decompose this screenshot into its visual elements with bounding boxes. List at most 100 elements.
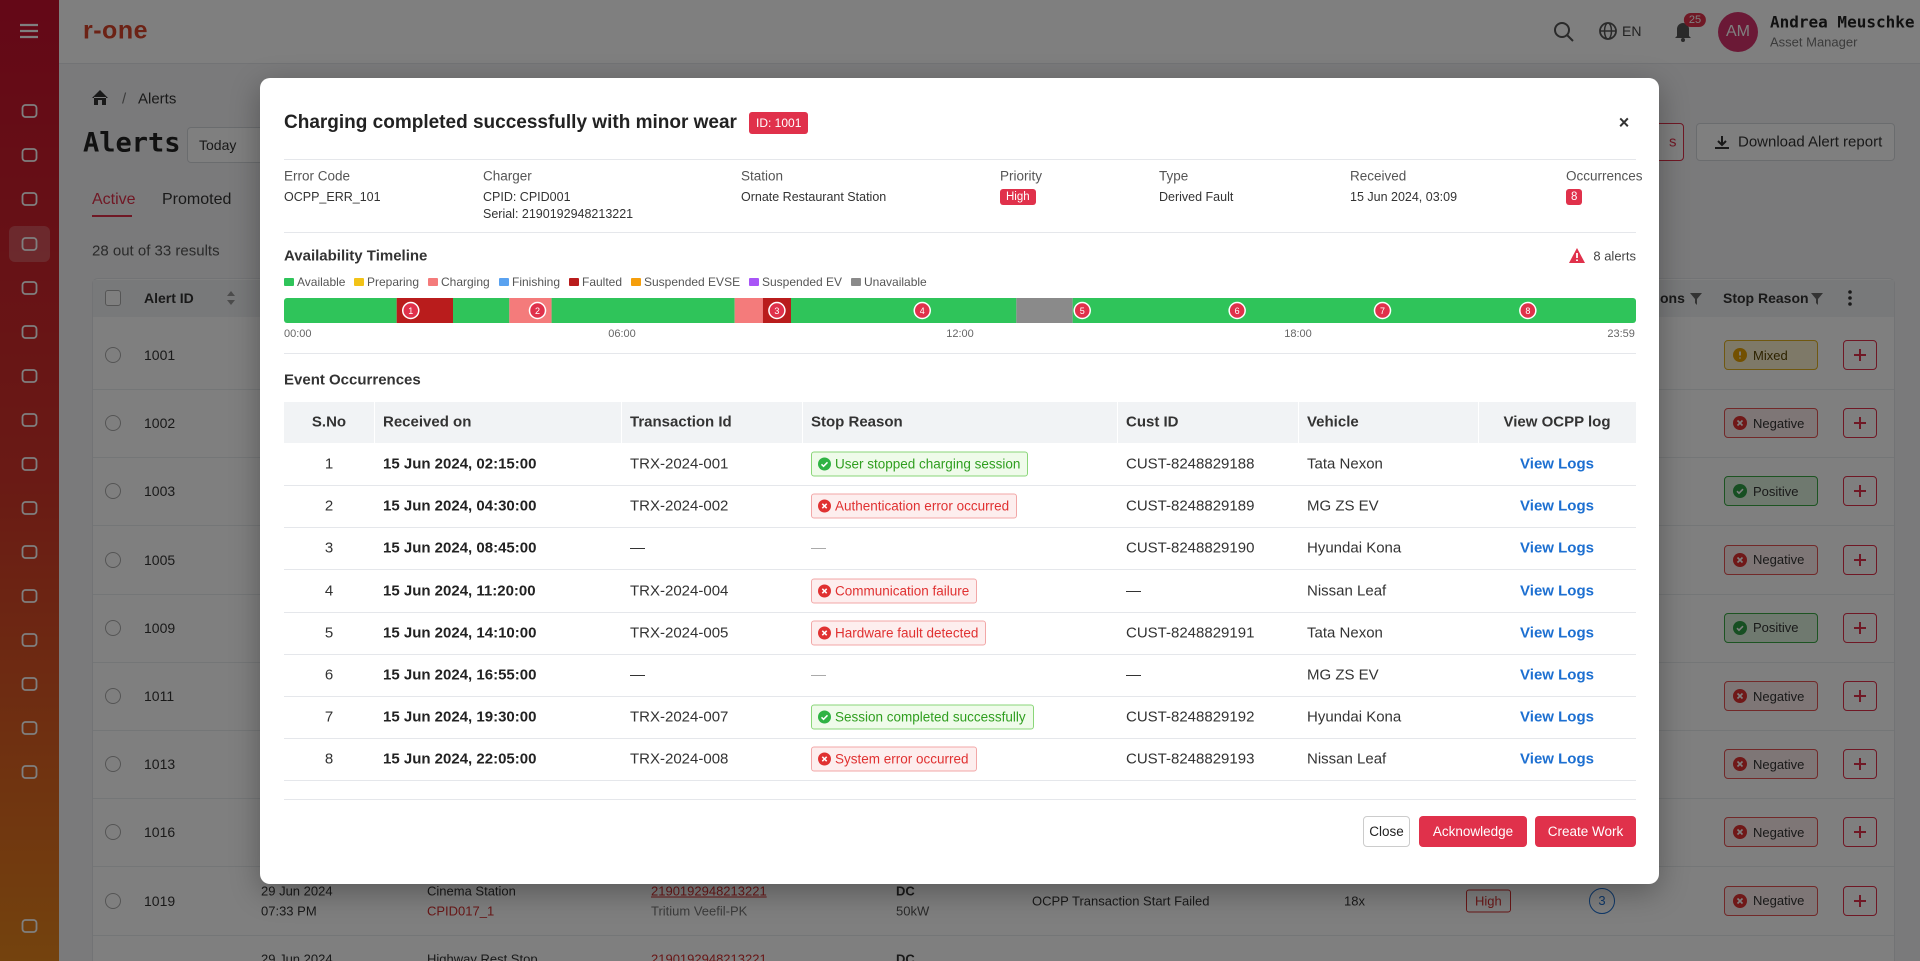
- vehicle: Hyundai Kona: [1307, 539, 1402, 557]
- stop-reason-empty: —: [811, 539, 826, 557]
- timeline: 1 2 3 4 5 6 7 8 00:00 06:00 12:00 18:00 23:59: [284, 298, 1636, 340]
- cust-id: CUST-8248829192: [1126, 708, 1255, 726]
- timeline-bar: [284, 298, 1636, 323]
- legend-swatch: [569, 278, 579, 286]
- cust-id: CUST-8248829189: [1126, 497, 1255, 515]
- transaction-id: TRX-2024-001: [630, 455, 729, 473]
- status-icon: [818, 626, 831, 640]
- column-divider: [802, 402, 803, 443]
- view-logs-link[interactable]: View Logs: [1520, 455, 1594, 473]
- id-badge: ID: 1001: [749, 112, 809, 134]
- events-header: [284, 402, 1636, 443]
- legend-label: Preparing: [367, 275, 420, 289]
- legend-swatch: [354, 278, 364, 286]
- vehicle: MG ZS EV: [1307, 497, 1379, 515]
- column-divider: [1298, 402, 1299, 443]
- sno: 1: [324, 455, 334, 473]
- timeline-segment: [284, 298, 397, 323]
- stop-reason-text: User stopped charging session: [835, 456, 1021, 472]
- events-header-cell: Transaction Id: [630, 413, 732, 431]
- create-work-button[interactable]: Create Work: [1535, 816, 1636, 847]
- timeline-marker: [1373, 301, 1392, 320]
- tick-label: 06:00: [608, 328, 636, 340]
- field-label: Station: [741, 168, 784, 184]
- legend-label: Unavailable: [864, 275, 927, 289]
- sno: 2: [324, 497, 334, 515]
- timeline-segment: [1072, 298, 1636, 323]
- received-on: 15 Jun 2024, 22:05:00: [383, 750, 537, 768]
- marker-label: 4: [920, 306, 925, 316]
- sno: 5: [324, 624, 334, 642]
- view-logs-link[interactable]: View Logs: [1520, 539, 1594, 557]
- legend-label: Suspended EVSE: [644, 275, 741, 289]
- events-header-cell: Vehicle: [1307, 413, 1359, 431]
- vehicle: MG ZS EV: [1307, 666, 1379, 684]
- cust-id: CUST-8248829188: [1126, 455, 1255, 473]
- marker-label: 7: [1380, 306, 1385, 316]
- close-icon[interactable]: ×: [1618, 112, 1630, 133]
- events-header-cell: Received on: [383, 413, 472, 431]
- divider: [284, 799, 1636, 800]
- transaction-id: —: [630, 666, 645, 684]
- modal: Charging completed successfully with min…: [260, 78, 1659, 884]
- divider: [284, 159, 1636, 160]
- transaction-id: TRX-2024-005: [630, 624, 729, 642]
- field-label: Error Code: [284, 168, 351, 184]
- timeline-segment: [551, 298, 735, 323]
- timeline-segment: [734, 298, 763, 323]
- timeline-marker: [1519, 301, 1537, 320]
- acknowledge-button[interactable]: Acknowledge: [1419, 816, 1527, 847]
- vehicle: Tata Nexon: [1307, 455, 1383, 473]
- warning-icon: [1569, 248, 1585, 263]
- status-icon: [818, 584, 831, 598]
- timeline-segment: [791, 298, 1017, 323]
- field-value: Ornate Restaurant Station: [741, 190, 887, 204]
- modal-title: Charging completed successfully with min…: [284, 112, 737, 133]
- view-logs-link[interactable]: View Logs: [1520, 708, 1594, 726]
- stop-reason-text: Session completed successfully: [835, 709, 1026, 725]
- received-on: 15 Jun 2024, 14:10:00: [383, 624, 537, 642]
- view-logs-link[interactable]: View Logs: [1520, 750, 1594, 768]
- alerts-count: 8 alerts: [1593, 248, 1636, 264]
- divider: [284, 232, 1636, 233]
- cust-id: —: [1126, 666, 1141, 684]
- stop-reason-text: Communication failure: [835, 583, 970, 599]
- view-logs-link[interactable]: View Logs: [1520, 497, 1594, 515]
- timeline-marker: [1228, 301, 1246, 320]
- legend-swatch: [749, 278, 759, 286]
- stop-reason-pill: User stopped charging session: [811, 451, 1029, 477]
- divider: [284, 353, 1636, 354]
- transaction-id: TRX-2024-007: [630, 708, 729, 726]
- legend-label: Available: [297, 275, 346, 289]
- close-button[interactable]: Close: [1363, 816, 1410, 847]
- vehicle: Tata Nexon: [1307, 624, 1383, 642]
- column-divider: [374, 402, 375, 443]
- tick-label: 00:00: [284, 328, 312, 340]
- events-title: Event Occurrences: [284, 371, 421, 389]
- stop-reason-text: Authentication error occurred: [835, 498, 1010, 514]
- view-logs-link[interactable]: View Logs: [1520, 582, 1594, 600]
- sno: 6: [324, 666, 334, 684]
- sno: 3: [324, 539, 334, 557]
- row-divider: [284, 569, 1636, 571]
- create-work-button-label: Create Work: [1547, 824, 1624, 839]
- marker-label: 3: [774, 306, 779, 316]
- marker-label: 8: [1525, 306, 1530, 316]
- transaction-id: TRX-2024-008: [630, 750, 729, 768]
- field-value: 15 Jun 2024, 03:09: [1350, 190, 1458, 204]
- legend-swatch: [499, 278, 509, 286]
- received-on: 15 Jun 2024, 02:15:00: [383, 455, 537, 473]
- legend-swatch: [428, 278, 438, 286]
- row-divider: [284, 611, 1636, 613]
- events-header-cell: Cust ID: [1126, 413, 1179, 431]
- timeline-segment: [1016, 298, 1073, 323]
- view-logs-link[interactable]: View Logs: [1520, 666, 1594, 684]
- vehicle: Nissan Leaf: [1307, 582, 1387, 600]
- row-divider: [284, 738, 1636, 740]
- row-divider: [284, 485, 1636, 486]
- received-on: 15 Jun 2024, 16:55:00: [383, 666, 537, 684]
- view-logs-link[interactable]: View Logs: [1520, 624, 1594, 642]
- sno: 4: [324, 582, 334, 600]
- cust-id: CUST-8248829191: [1126, 624, 1255, 642]
